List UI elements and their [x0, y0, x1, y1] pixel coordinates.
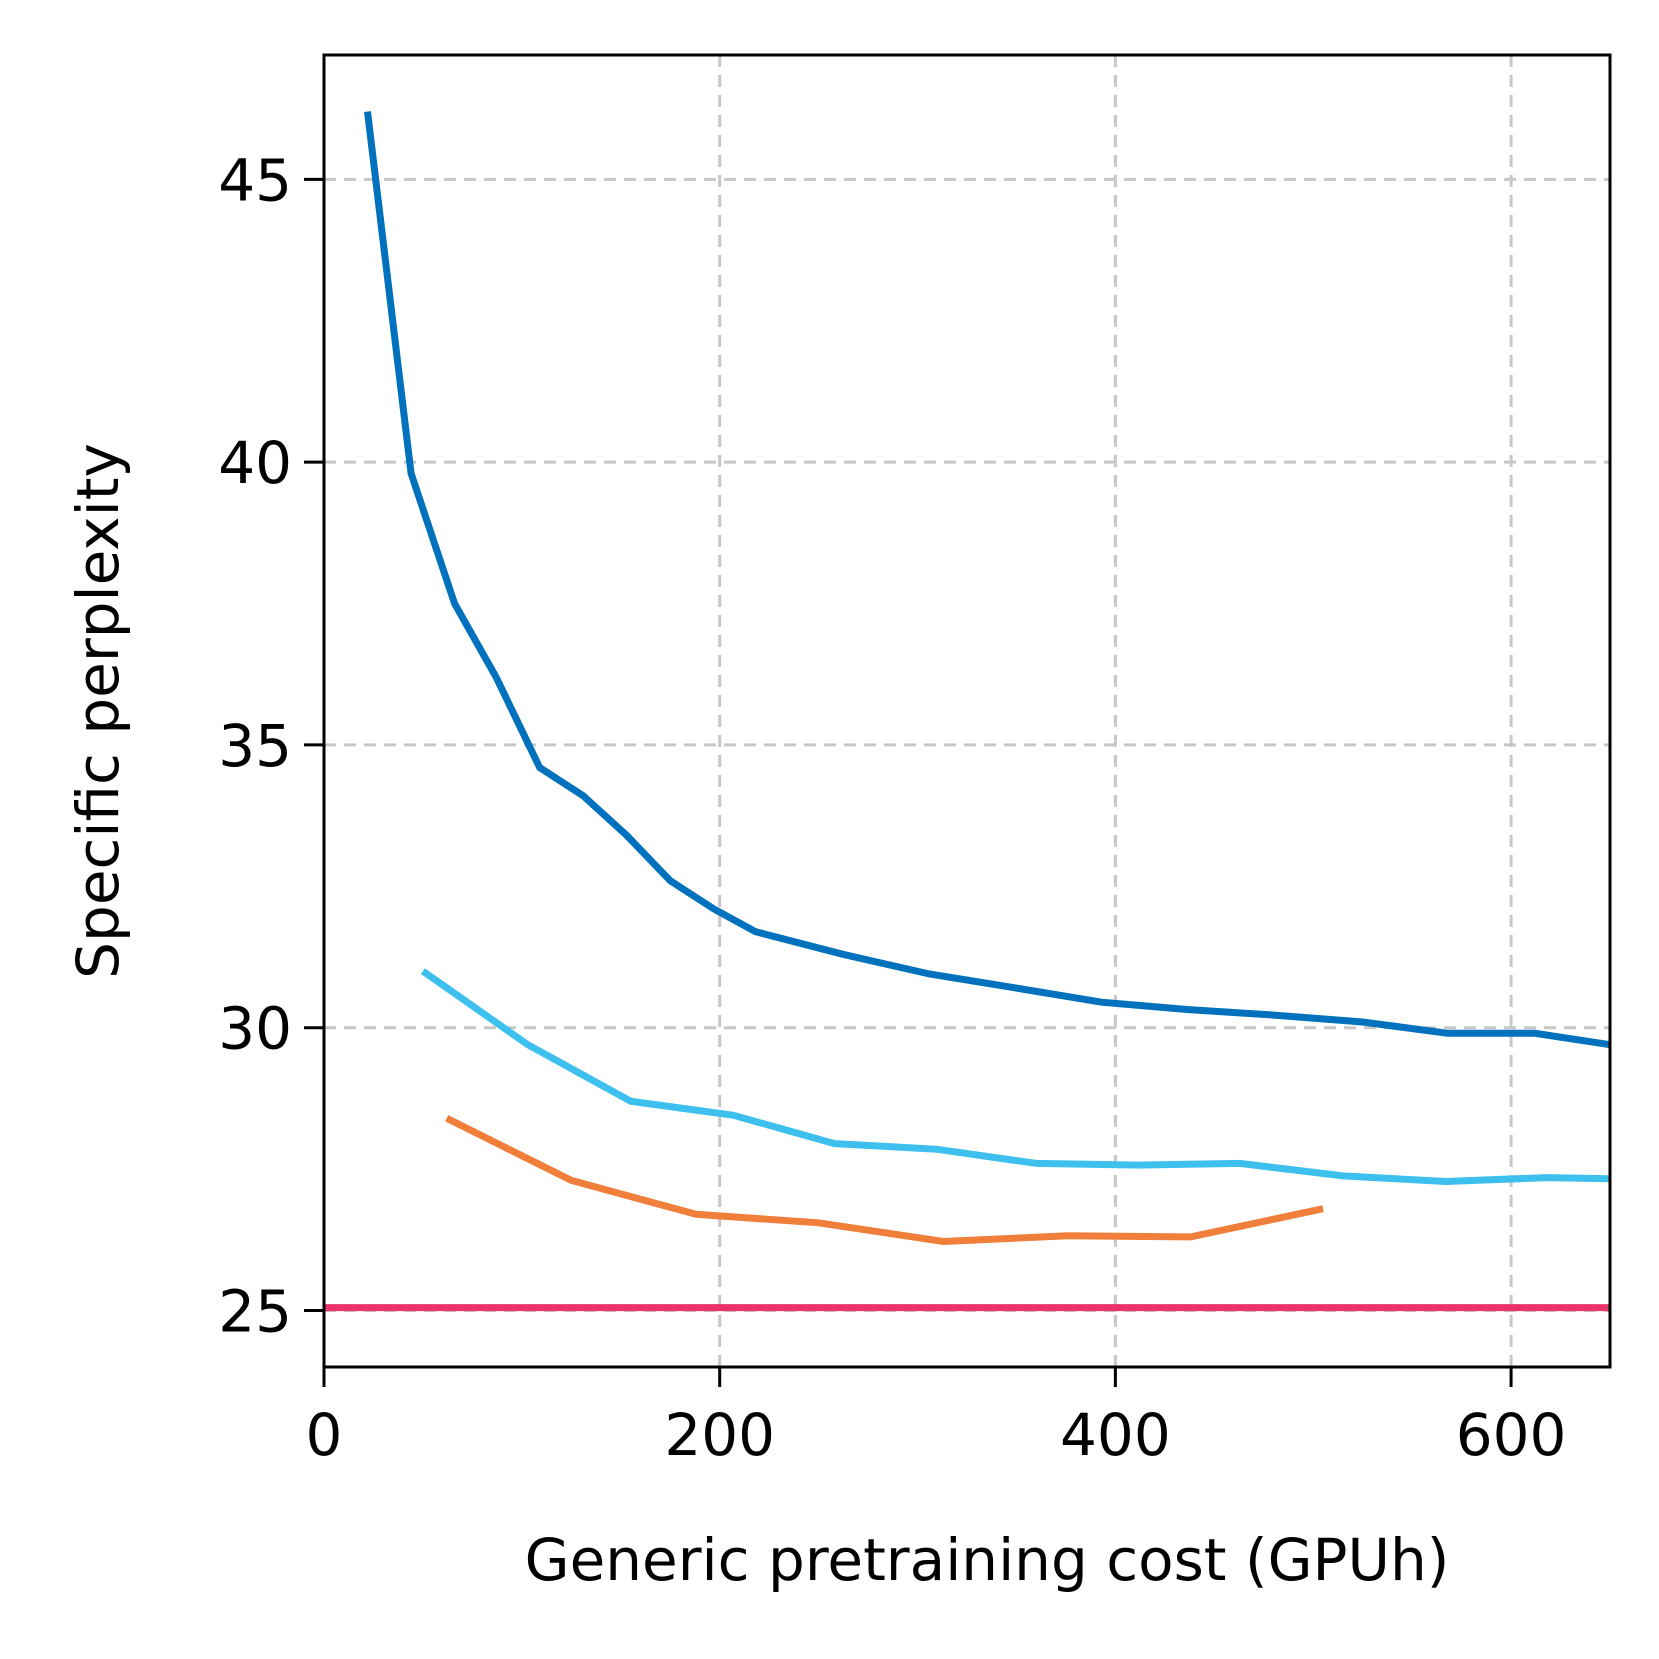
series-line-light-blue	[420, 968, 1611, 1186]
y-tick-label: 40	[218, 429, 292, 497]
x-tick-label: 200	[664, 1401, 775, 1469]
x-axis-label: Generic pretraining cost (GPUh)	[525, 1526, 1450, 1594]
y-axis-label: Specific perplexity	[64, 443, 132, 979]
series-group	[324, 111, 1611, 1312]
y-tick-label: 25	[218, 1277, 292, 1345]
y-tick-label: 35	[218, 712, 292, 780]
x-tick-label: 0	[306, 1401, 343, 1469]
series-line-dark-blue	[364, 111, 1611, 1049]
x-tick-label: 600	[1456, 1401, 1567, 1469]
grid	[324, 55, 1610, 1367]
y-tick-label: 30	[218, 995, 292, 1063]
x-tick-label: 400	[1060, 1401, 1171, 1469]
y-tick-label: 45	[218, 146, 292, 214]
axis-ticks: 0 200 400 600 25 30 35 40 45	[218, 146, 1566, 1469]
plot-frame	[322, 53, 1612, 1369]
series-line-orange	[445, 1115, 1324, 1246]
